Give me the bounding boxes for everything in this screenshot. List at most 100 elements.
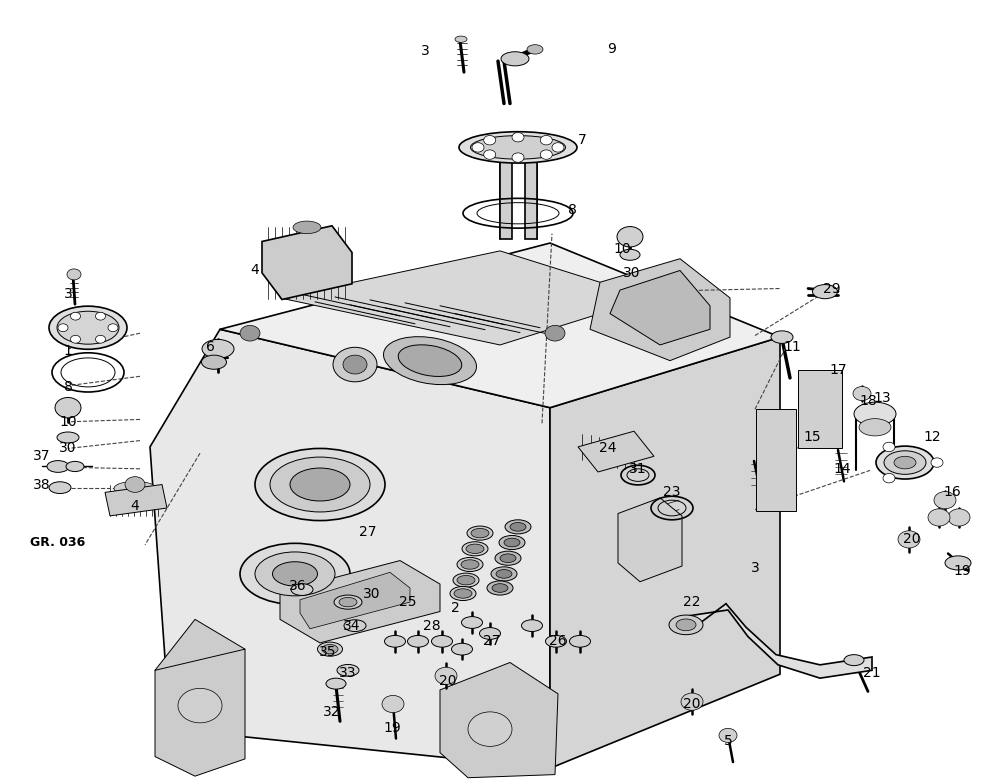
- Ellipse shape: [454, 589, 472, 598]
- Circle shape: [681, 693, 703, 710]
- Text: 20: 20: [903, 532, 921, 546]
- Ellipse shape: [471, 136, 566, 159]
- Ellipse shape: [884, 451, 926, 474]
- Circle shape: [95, 312, 105, 320]
- Ellipse shape: [505, 520, 531, 534]
- Text: 26: 26: [549, 634, 567, 648]
- Ellipse shape: [326, 678, 346, 689]
- Ellipse shape: [570, 635, 590, 647]
- Ellipse shape: [676, 619, 696, 631]
- Ellipse shape: [202, 355, 226, 369]
- Polygon shape: [300, 572, 410, 629]
- Ellipse shape: [894, 456, 916, 469]
- Ellipse shape: [450, 586, 476, 601]
- Text: 8: 8: [64, 379, 72, 394]
- Circle shape: [552, 143, 564, 152]
- Text: 4: 4: [251, 263, 259, 278]
- Ellipse shape: [57, 311, 119, 344]
- Text: 14: 14: [833, 462, 851, 476]
- Ellipse shape: [398, 345, 462, 376]
- Ellipse shape: [471, 528, 489, 538]
- Ellipse shape: [669, 615, 703, 635]
- Text: 5: 5: [724, 734, 732, 748]
- Text: 37: 37: [33, 449, 51, 463]
- Ellipse shape: [457, 557, 483, 572]
- Polygon shape: [590, 259, 730, 361]
- Circle shape: [58, 324, 68, 332]
- Ellipse shape: [432, 635, 452, 647]
- Text: 21: 21: [863, 666, 881, 680]
- Polygon shape: [262, 226, 352, 299]
- Text: 6: 6: [206, 339, 214, 354]
- Polygon shape: [150, 329, 550, 768]
- Text: 30: 30: [59, 441, 77, 456]
- Ellipse shape: [844, 655, 864, 666]
- Ellipse shape: [337, 665, 359, 676]
- Text: 32: 32: [323, 705, 341, 719]
- Ellipse shape: [466, 544, 484, 554]
- Ellipse shape: [496, 569, 512, 579]
- Ellipse shape: [495, 551, 521, 565]
- Ellipse shape: [344, 620, 366, 632]
- Text: GR. 036: GR. 036: [30, 536, 86, 549]
- Circle shape: [178, 688, 222, 723]
- Circle shape: [70, 312, 80, 320]
- Circle shape: [853, 387, 871, 401]
- Circle shape: [333, 347, 377, 382]
- Ellipse shape: [339, 597, 357, 607]
- Ellipse shape: [318, 642, 342, 656]
- Ellipse shape: [462, 617, 482, 629]
- Text: 2: 2: [451, 601, 459, 615]
- Text: 22: 22: [683, 595, 701, 609]
- Ellipse shape: [457, 575, 475, 585]
- Ellipse shape: [492, 583, 508, 593]
- Text: 38: 38: [33, 477, 51, 492]
- Text: 20: 20: [439, 673, 457, 688]
- Ellipse shape: [945, 556, 971, 570]
- Circle shape: [382, 695, 404, 713]
- Polygon shape: [578, 431, 654, 472]
- Circle shape: [545, 325, 565, 341]
- Circle shape: [70, 336, 80, 343]
- Polygon shape: [155, 619, 245, 776]
- Ellipse shape: [255, 552, 335, 596]
- Ellipse shape: [270, 457, 370, 512]
- Text: 10: 10: [59, 415, 77, 429]
- Polygon shape: [280, 561, 440, 643]
- Ellipse shape: [620, 249, 640, 260]
- Ellipse shape: [459, 132, 577, 163]
- Ellipse shape: [57, 432, 79, 443]
- Ellipse shape: [487, 581, 513, 595]
- Polygon shape: [550, 337, 780, 768]
- Ellipse shape: [290, 468, 350, 501]
- Circle shape: [468, 712, 512, 746]
- Ellipse shape: [255, 448, 385, 521]
- Text: 3: 3: [751, 561, 759, 575]
- Text: 23: 23: [663, 485, 681, 499]
- Text: 13: 13: [873, 391, 891, 405]
- Polygon shape: [610, 270, 710, 345]
- Circle shape: [125, 477, 145, 492]
- Ellipse shape: [384, 336, 476, 385]
- Text: 20: 20: [683, 697, 701, 711]
- Ellipse shape: [334, 595, 362, 609]
- Ellipse shape: [272, 561, 318, 586]
- Ellipse shape: [384, 635, 406, 647]
- Ellipse shape: [771, 331, 793, 343]
- Circle shape: [108, 324, 118, 332]
- Circle shape: [719, 728, 737, 742]
- Circle shape: [484, 150, 496, 159]
- Text: 10: 10: [613, 242, 631, 256]
- Polygon shape: [618, 498, 682, 582]
- Circle shape: [931, 458, 943, 467]
- Ellipse shape: [500, 554, 516, 563]
- Circle shape: [55, 397, 81, 418]
- Text: 4: 4: [131, 499, 139, 513]
- Polygon shape: [220, 243, 780, 408]
- Polygon shape: [440, 662, 558, 778]
- Text: 25: 25: [399, 595, 417, 609]
- Circle shape: [67, 269, 81, 280]
- Text: 36: 36: [289, 579, 307, 593]
- Text: 30: 30: [363, 587, 381, 601]
- Ellipse shape: [47, 460, 69, 472]
